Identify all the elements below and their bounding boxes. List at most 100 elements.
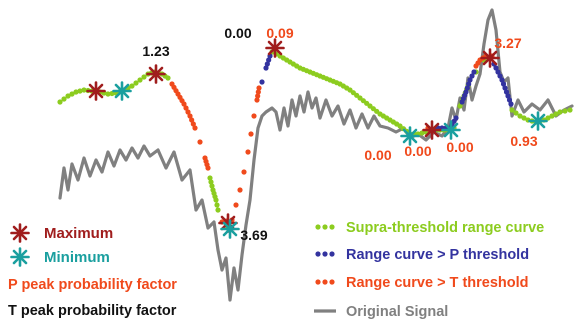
series-1-point [129, 83, 135, 89]
star-stroke [148, 66, 164, 82]
series-1-point [213, 197, 219, 203]
legend-swatch-dot [315, 251, 321, 257]
series-3-point [251, 113, 257, 119]
probability-label: 0.00 [446, 139, 473, 155]
series-1-point [509, 107, 515, 113]
series-1-fill-dot [214, 202, 220, 208]
series-3-point [248, 131, 254, 137]
series-1-point [73, 89, 79, 95]
series-3-fill-dot [189, 117, 195, 123]
series-1-fill-dot [133, 80, 139, 86]
series-3-fill-dot [190, 121, 196, 127]
series-2-fill-dot [469, 73, 475, 79]
series-1-point [207, 175, 213, 181]
series-1-fill-dot [61, 96, 67, 102]
legend-label: Range curve > P threshold [346, 247, 529, 263]
probability-label: 0.00 [224, 25, 251, 41]
star-stroke [443, 122, 459, 138]
legend-swatch-dot [329, 251, 335, 257]
series-2-point [259, 79, 265, 85]
legend-label: Minimum [44, 249, 110, 266]
series-1-fill-dot [209, 183, 215, 189]
series-2-fill-dot [464, 85, 470, 91]
minimum-legend-icon [10, 247, 30, 267]
series-2-fill-dot [506, 97, 513, 103]
star-stroke [530, 113, 546, 129]
star-stroke [402, 128, 418, 144]
series-2-point [467, 77, 473, 83]
series-1-point [549, 113, 555, 119]
series-2-point [508, 101, 514, 107]
series-2-point [502, 85, 508, 91]
maximum-marker [86, 81, 106, 101]
probability-label: 1.23 [142, 43, 169, 59]
probability-label: 0.00 [364, 147, 391, 163]
series-1-point [137, 77, 143, 83]
probability-label: 0.00 [404, 143, 431, 159]
legend-swatch-dot [315, 279, 321, 285]
series-3-fill-dot [255, 93, 261, 99]
series-1-point [215, 207, 221, 213]
series-3-point [256, 85, 262, 91]
series-2-point [505, 93, 511, 99]
series-3-point [187, 113, 193, 119]
series-3-fill-dot [255, 89, 261, 95]
probability-label: 0.93 [510, 133, 537, 149]
minimum-marker [220, 219, 240, 239]
series-2-fill-dot [466, 81, 472, 87]
minimum-marker [400, 126, 420, 146]
series-1-point [65, 93, 71, 99]
peak-markers-layer [86, 38, 548, 239]
star-stroke [12, 225, 28, 241]
series-1-point [517, 113, 523, 119]
star-stroke [267, 40, 283, 56]
series-3-fill-dot [185, 109, 191, 115]
legend-label: Supra-threshold range curve [346, 220, 544, 236]
series-2-fill-dot [266, 57, 272, 63]
series-3-point [245, 149, 251, 155]
minimum-marker [528, 111, 548, 131]
series-2-fill-dot [493, 65, 499, 71]
star-stroke [88, 83, 104, 99]
series-1-fill-dot [513, 110, 519, 116]
legend-swatch-dot [315, 224, 321, 230]
series-1-point [165, 75, 171, 81]
series-1-fill-dot [562, 108, 568, 114]
series-2-point [495, 69, 501, 75]
range-curve-layer [57, 49, 573, 231]
series-2-fill-dot [497, 73, 503, 79]
legend-label: Range curve > T threshold [346, 275, 529, 291]
series-1-point [81, 87, 87, 93]
maximum-marker [480, 48, 500, 68]
series-1-fill-dot [141, 74, 147, 80]
maximum-marker [146, 64, 166, 84]
probability-label: 0.09 [266, 25, 293, 41]
legend-swatch-dot [329, 279, 335, 285]
probability-label: 3.69 [240, 227, 267, 243]
series-3-point [205, 165, 211, 171]
star-stroke [222, 221, 238, 237]
series-3-point [181, 101, 187, 107]
original-signal-layer [58, 8, 574, 302]
legend-label: T peak probability factor [8, 303, 177, 319]
original-signal-line [58, 8, 574, 302]
series-1-point [567, 107, 573, 113]
probability-labels-layer: 1.23 3.69 0.00 0.09 0.00 0.00 0.00 3.27 0.93 [142, 25, 537, 243]
series-1-fill-dot [545, 115, 551, 121]
series-1-fill-dot [69, 91, 75, 97]
series-2-point [499, 77, 505, 83]
series-2-point [453, 115, 459, 121]
series-1-fill-dot [208, 179, 214, 185]
series-2-point [263, 65, 269, 71]
legend-swatch-dot [322, 224, 328, 230]
minimum-marker [112, 81, 132, 101]
series-3-fill-dot [183, 105, 189, 111]
series-3-point [233, 202, 239, 208]
star-stroke [220, 215, 236, 231]
series-3-point [254, 97, 260, 103]
legend-label: Maximum [44, 225, 113, 242]
probability-label: 3.27 [494, 35, 521, 51]
series-2-fill-dot [503, 89, 510, 95]
series-1-point [105, 91, 111, 97]
star-stroke [482, 50, 498, 66]
